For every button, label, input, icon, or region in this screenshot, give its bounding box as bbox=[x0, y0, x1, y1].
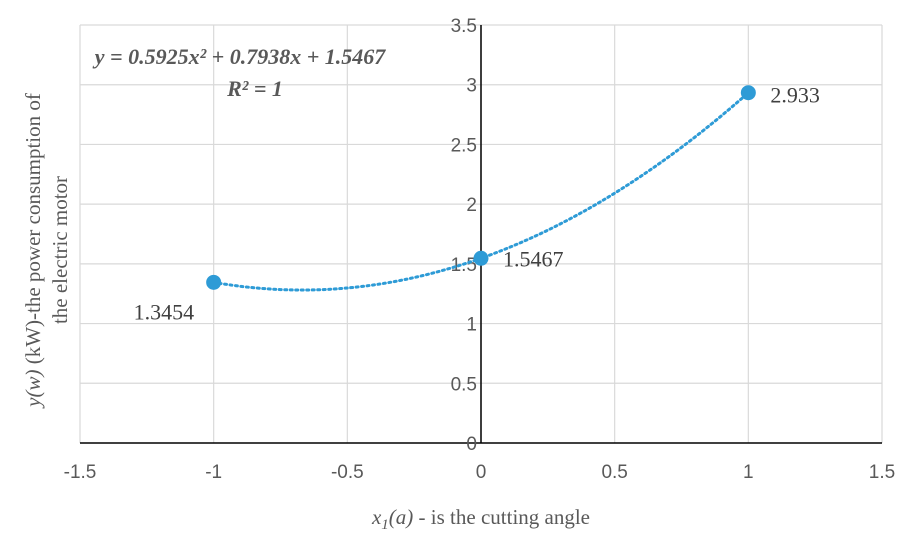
y-tick-label: 1 bbox=[466, 315, 477, 336]
data-point bbox=[206, 274, 222, 290]
x-tick-label: 0 bbox=[476, 462, 487, 483]
x-tick-label: -0.5 bbox=[331, 462, 364, 483]
y-tick-label: 0.5 bbox=[451, 374, 477, 395]
x-axis-title: x1(a) - is the cutting angle bbox=[371, 505, 590, 533]
svg-text:y(w) (kW)-the power consumptio: y(w) (kW)-the power consumption of bbox=[21, 93, 45, 409]
data-label: 1.5467 bbox=[503, 246, 564, 271]
data-point bbox=[740, 85, 756, 101]
y-axis-title: y(w) (kW)-the power consumption of the e… bbox=[21, 93, 72, 409]
x-tick-label: -1 bbox=[205, 462, 222, 483]
y-tick-label: 2 bbox=[466, 195, 477, 216]
trendline-r-squared: R² = 1 bbox=[226, 76, 283, 101]
data-label: 2.933 bbox=[770, 83, 820, 108]
x-tick-label: 1.5 bbox=[869, 462, 895, 483]
y-tick-label: 3 bbox=[466, 76, 477, 97]
svg-text:the electric motor: the electric motor bbox=[48, 176, 72, 324]
x-tick-labels: -1.5 -1 -0.5 0 0.5 1 1.5 bbox=[64, 462, 896, 483]
data-points bbox=[206, 85, 756, 290]
y-tick-label: 0 bbox=[466, 434, 477, 455]
x-tick-label: -1.5 bbox=[64, 462, 97, 483]
y-tick-label: 3.5 bbox=[451, 16, 477, 37]
x-tick-label: 1 bbox=[743, 462, 754, 483]
y-tick-labels: 00.511.522.533.5 bbox=[451, 16, 477, 455]
trendline-equation: y = 0.5925x² + 0.7938x + 1.5467 bbox=[92, 44, 386, 69]
data-label: 1.3454 bbox=[134, 299, 195, 324]
data-labels: 1.3454 1.5467 2.933 bbox=[134, 83, 820, 325]
y-tick-label: 2.5 bbox=[451, 135, 477, 156]
x-tick-label: 0.5 bbox=[601, 462, 627, 483]
axes bbox=[80, 25, 882, 444]
data-point bbox=[473, 250, 489, 266]
